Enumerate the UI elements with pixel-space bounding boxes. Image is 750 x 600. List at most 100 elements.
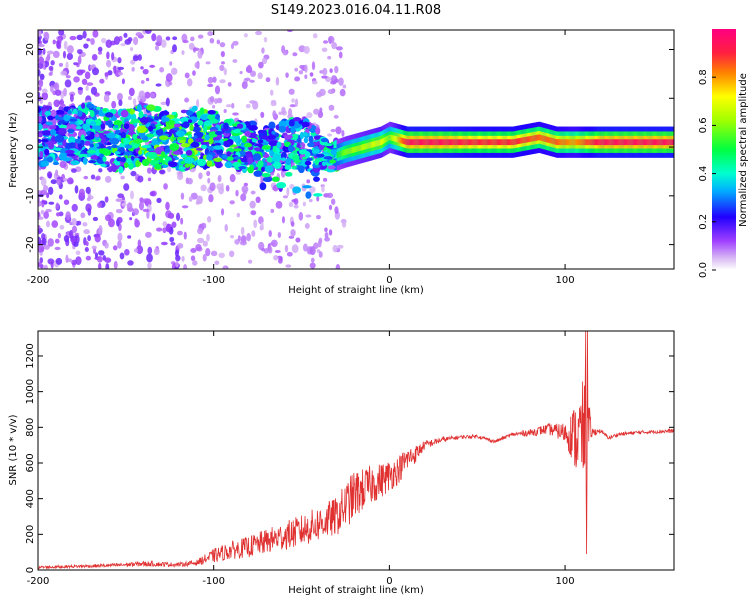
spectrogram-band-blob <box>257 160 264 168</box>
spectrogram-ridge-cell <box>445 139 447 146</box>
spectrogram-noise-blob <box>275 200 283 209</box>
spectrogram-noise-blob <box>310 257 315 263</box>
spectrogram-noise-blob <box>129 47 134 52</box>
spectrogram-noise-blob <box>156 35 163 45</box>
spectrogram-noise-blob <box>258 61 264 69</box>
spectrogram-band-blob <box>280 151 287 160</box>
spectrogram-ridge-cell <box>499 139 501 146</box>
spectrogram-band-blob <box>81 102 86 109</box>
spectrogram-noise-blob <box>71 225 78 234</box>
spectrogram-noise-blob <box>322 177 328 182</box>
spectrogram-noise-blob <box>104 175 112 183</box>
spectrogram-band-blob <box>80 139 85 145</box>
spectrogram-band-blob <box>206 160 213 167</box>
spectrogram-ridge-cell <box>631 139 634 146</box>
spectrogram-ridge-cell <box>535 134 538 141</box>
spectrogram-band-blob <box>216 148 224 155</box>
spectrogram-band-blob <box>208 136 214 145</box>
spectrogram-noise-blob <box>293 204 299 209</box>
spectrogram-band-blob <box>40 160 50 167</box>
spectrogram-ridge-cell <box>566 139 568 146</box>
spectrogram-noise-blob <box>309 72 314 77</box>
spectrogram-ytick-label: 20 <box>25 43 36 56</box>
spectrogram-ridge-cell <box>419 139 422 146</box>
spectrogram-noise-blob <box>317 239 322 248</box>
spectrogram-noise-blob <box>84 71 91 80</box>
spectrogram-noise-blob <box>77 55 82 65</box>
spectrogram-noise-blob <box>232 112 239 116</box>
snr-ytick-label: 800 <box>25 418 36 437</box>
spectrogram-band-blob <box>195 147 204 151</box>
spectrogram-noise-blob <box>205 61 211 65</box>
spectrogram-noise-blob <box>311 80 318 85</box>
spectrogram-band-blob <box>202 154 208 160</box>
spectrogram-noise-blob <box>285 72 289 78</box>
spectrogram-band-blob <box>313 176 320 182</box>
spectrogram-ridge-cell <box>489 139 491 146</box>
spectrogram-band-blob <box>129 109 135 115</box>
spectrogram-ridge-cell <box>564 139 566 146</box>
spectrogram-noise-blob <box>334 65 339 74</box>
spectrogram-noise-blob <box>206 233 210 242</box>
spectrogram-noise-blob <box>113 260 118 269</box>
spectrogram-band-blob <box>100 123 106 130</box>
spectrogram-band-blob <box>78 153 87 158</box>
spectrogram-noise-blob <box>260 111 265 119</box>
spectrogram-noise-blob <box>54 246 61 251</box>
spectrogram-noise-blob <box>247 259 253 264</box>
spectrogram-ridge-cell <box>352 147 354 153</box>
spectrogram-band-blob <box>94 133 100 138</box>
spectrogram-noise-blob <box>55 257 63 265</box>
spectrogram-ridge-cell <box>582 139 584 146</box>
spectrogram-band-blob <box>132 133 138 140</box>
spectrogram-band-blob <box>292 186 302 194</box>
spectrogram-ridge-cell <box>556 139 559 146</box>
spectrogram-noise-blob <box>180 192 185 200</box>
spectrogram-noise-blob <box>165 36 171 41</box>
spectrogram-band-blob <box>185 149 193 156</box>
spectrogram-band-blob <box>136 104 142 113</box>
spectrogram-ridge-cell <box>670 139 673 146</box>
spectrogram-noise-blob <box>298 211 304 221</box>
spectrogram-band-blob <box>303 132 308 137</box>
spectrogram-noise-blob <box>83 175 89 180</box>
spectrogram-noise-blob <box>38 78 44 88</box>
spectrogram-noise-blob <box>127 37 133 42</box>
spectrogram-noise-blob <box>330 128 336 133</box>
snr-ytick-label: 400 <box>25 489 36 508</box>
spectrogram-band-blob <box>261 173 271 178</box>
spectrogram-band-blob <box>58 128 67 135</box>
spectrogram-ridge-cell <box>349 147 351 154</box>
spectrogram-band-blob <box>253 147 261 151</box>
spectrogram-noise-blob <box>309 262 316 269</box>
spectrogram-band-blob <box>168 161 178 168</box>
spectrogram-noise-blob <box>216 39 221 45</box>
spectrogram-band-blob <box>47 156 54 163</box>
snr-ylabel: SNR (10 * v/v) <box>8 414 19 485</box>
spectrogram-band-blob <box>253 170 263 177</box>
spectrogram-band-blob <box>138 111 144 119</box>
spectrogram-band-blob <box>276 181 287 189</box>
spectrogram-noise-blob <box>55 89 62 96</box>
spectrogram-band-blob <box>109 137 120 145</box>
spectrogram-noise-blob <box>219 42 226 48</box>
spectrogram-noise-blob <box>306 112 313 119</box>
spectrogram-noise-blob <box>73 76 80 83</box>
spectrogram-ridge-cell <box>434 139 437 146</box>
spectrogram-band-blob <box>281 157 287 162</box>
spectrogram-noise-blob <box>90 86 98 95</box>
spectrogram-noise-blob <box>98 51 102 55</box>
spectrogram-ridge-cell <box>342 149 345 156</box>
spectrogram-band-blob <box>175 130 185 138</box>
spectrogram-noise-blob <box>117 71 124 76</box>
spectrogram-noise-blob <box>145 77 150 82</box>
spectrogram-noise-blob <box>90 37 95 45</box>
colorbar-gradient <box>712 29 736 270</box>
spectrogram-noise-blob <box>134 248 138 253</box>
spectrogram-ridge-cell <box>413 139 416 146</box>
spectrogram-noise-blob <box>38 62 44 70</box>
spectrogram-band-blob <box>204 134 210 141</box>
spectrogram-band-blob <box>67 110 72 115</box>
snr-xtick-label: -200 <box>27 576 50 587</box>
